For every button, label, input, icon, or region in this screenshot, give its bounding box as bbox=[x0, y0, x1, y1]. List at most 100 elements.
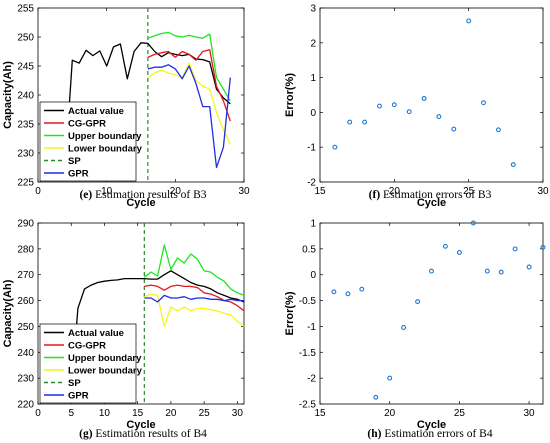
x-tick-label: 25 bbox=[463, 186, 475, 197]
series-actual-value-line bbox=[44, 270, 245, 403]
y-axis-label: Capacity(Ah) bbox=[2, 61, 14, 129]
series-actual-value-line bbox=[44, 42, 231, 165]
error-point bbox=[362, 119, 368, 125]
caption: (f) Estimation errors of B3 bbox=[369, 189, 492, 201]
error-point bbox=[540, 244, 546, 250]
x-tick-label: 25 bbox=[199, 408, 211, 419]
legend-label: GPR bbox=[68, 168, 89, 179]
y-tick-label: 3 bbox=[310, 4, 316, 15]
y-tick-label: 225 bbox=[17, 178, 34, 189]
legend-label: Actual value bbox=[68, 106, 124, 117]
error-point bbox=[359, 286, 365, 292]
series-lower-boundary-line bbox=[147, 62, 231, 145]
y-tick-label: 230 bbox=[17, 374, 34, 385]
x-tick-label: 20 bbox=[389, 186, 401, 197]
panel-g: 0 5 10 15 20 25 30 220 230 240 250 260 270 280 290 Cycl… bbox=[2, 219, 245, 440]
error-point bbox=[481, 100, 486, 106]
x-tick-label: 20 bbox=[165, 408, 177, 419]
x-axis-label: Cycle bbox=[417, 419, 446, 431]
caption-text: Estimation errors of B4 bbox=[381, 428, 492, 440]
legend-label: SP bbox=[68, 378, 81, 389]
legend-label: SP bbox=[68, 156, 81, 167]
error-point bbox=[451, 126, 457, 132]
y-tick-label: 0 bbox=[310, 108, 316, 119]
y-tick-label: 2 bbox=[310, 38, 316, 49]
x-tick-label: 25 bbox=[454, 408, 466, 419]
error-point bbox=[332, 144, 338, 150]
plot-area bbox=[319, 222, 544, 405]
legend-label: Actual value bbox=[68, 328, 124, 339]
x-tick-label: 15 bbox=[132, 408, 144, 419]
panel-f: 15 20 25 30 -2 -1 0 1 2 3 Cycle Error(%) (f) Estimat… bbox=[284, 4, 549, 210]
error-point bbox=[406, 109, 412, 115]
error-point bbox=[421, 96, 427, 101]
series-cg-gpr-line bbox=[147, 49, 231, 122]
y-tick-label: 220 bbox=[17, 400, 34, 411]
y-tick-label: -1 bbox=[307, 322, 316, 333]
legend-label: GPR bbox=[68, 390, 89, 401]
plot-area bbox=[319, 7, 544, 183]
error-point bbox=[498, 269, 504, 275]
x-tick-label: 15 bbox=[314, 408, 326, 419]
error-point bbox=[345, 291, 351, 297]
series-gpr-line bbox=[144, 294, 244, 303]
x-tick-label: 5 bbox=[68, 408, 74, 419]
error-point bbox=[456, 250, 462, 255]
y-tick-label: 1 bbox=[310, 73, 316, 84]
caption-text: Estimation results of B3 bbox=[92, 189, 207, 201]
y-axis-label: Capacity(Ah) bbox=[2, 279, 14, 347]
error-point bbox=[429, 268, 434, 274]
legend-label: CG-GPR bbox=[68, 340, 106, 351]
series-lower-boundary-line bbox=[144, 293, 245, 328]
y-tick-label: -2 bbox=[307, 178, 316, 189]
caption-text: Estimation errors of B3 bbox=[380, 189, 491, 201]
y-tick-label: -2 bbox=[307, 374, 316, 385]
x-axis-label: Cycle bbox=[126, 197, 155, 209]
caption-letter: (e) bbox=[79, 189, 92, 201]
caption-letter: (f) bbox=[369, 189, 381, 201]
y-tick-label: 270 bbox=[17, 270, 34, 281]
error-point bbox=[512, 246, 518, 252]
x-tick-label: 30 bbox=[524, 408, 536, 419]
error-point bbox=[436, 114, 442, 120]
caption: (h) Estimation errors of B4 bbox=[367, 428, 492, 440]
caption-text: Estimation results of B4 bbox=[93, 428, 208, 440]
y-tick-label: 235 bbox=[17, 120, 34, 131]
panel-h: 15 20 25 30 -2.5 -2 -1.5 -1 -0.5 0 0.5 1 Cycle Error(… bbox=[284, 219, 546, 440]
x-tick-label: 10 bbox=[101, 186, 113, 197]
y-axis-label: Error(%) bbox=[284, 291, 296, 335]
series-upper-boundary-line bbox=[147, 31, 231, 102]
error-point bbox=[387, 375, 393, 381]
y-tick-label: 250 bbox=[17, 322, 34, 333]
error-point bbox=[466, 18, 472, 24]
error-point bbox=[484, 268, 490, 274]
x-tick-label: 30 bbox=[238, 186, 250, 197]
error-point bbox=[391, 102, 397, 108]
legend-label: Upper boundary bbox=[68, 131, 142, 142]
y-tick-label: 250 bbox=[17, 33, 34, 44]
x-tick-label: 30 bbox=[232, 408, 244, 419]
caption-letter: (g) bbox=[79, 428, 93, 440]
legend-label: Lower boundary bbox=[68, 365, 143, 376]
y-tick-label: -0.5 bbox=[299, 296, 317, 307]
legend-label: CG-GPR bbox=[68, 118, 106, 129]
error-point bbox=[377, 103, 382, 109]
y-tick-label: 290 bbox=[17, 219, 34, 230]
error-point bbox=[442, 243, 448, 249]
legend-box bbox=[39, 101, 137, 182]
y-tick-label: 230 bbox=[17, 149, 34, 160]
x-tick-label: 20 bbox=[170, 186, 182, 197]
caption: (e) Estimation results of B3 bbox=[79, 189, 206, 201]
y-tick-label: 240 bbox=[17, 348, 34, 359]
legend-label: Lower boundary bbox=[68, 143, 143, 154]
error-point bbox=[401, 325, 407, 330]
error-point bbox=[495, 127, 501, 133]
x-axis-label: Cycle bbox=[126, 419, 155, 431]
x-axis-label: Cycle bbox=[417, 197, 446, 209]
x-tick-label: 20 bbox=[384, 408, 396, 419]
caption-letter: (h) bbox=[367, 428, 381, 440]
caption: (g) Estimation results of B4 bbox=[79, 428, 207, 440]
